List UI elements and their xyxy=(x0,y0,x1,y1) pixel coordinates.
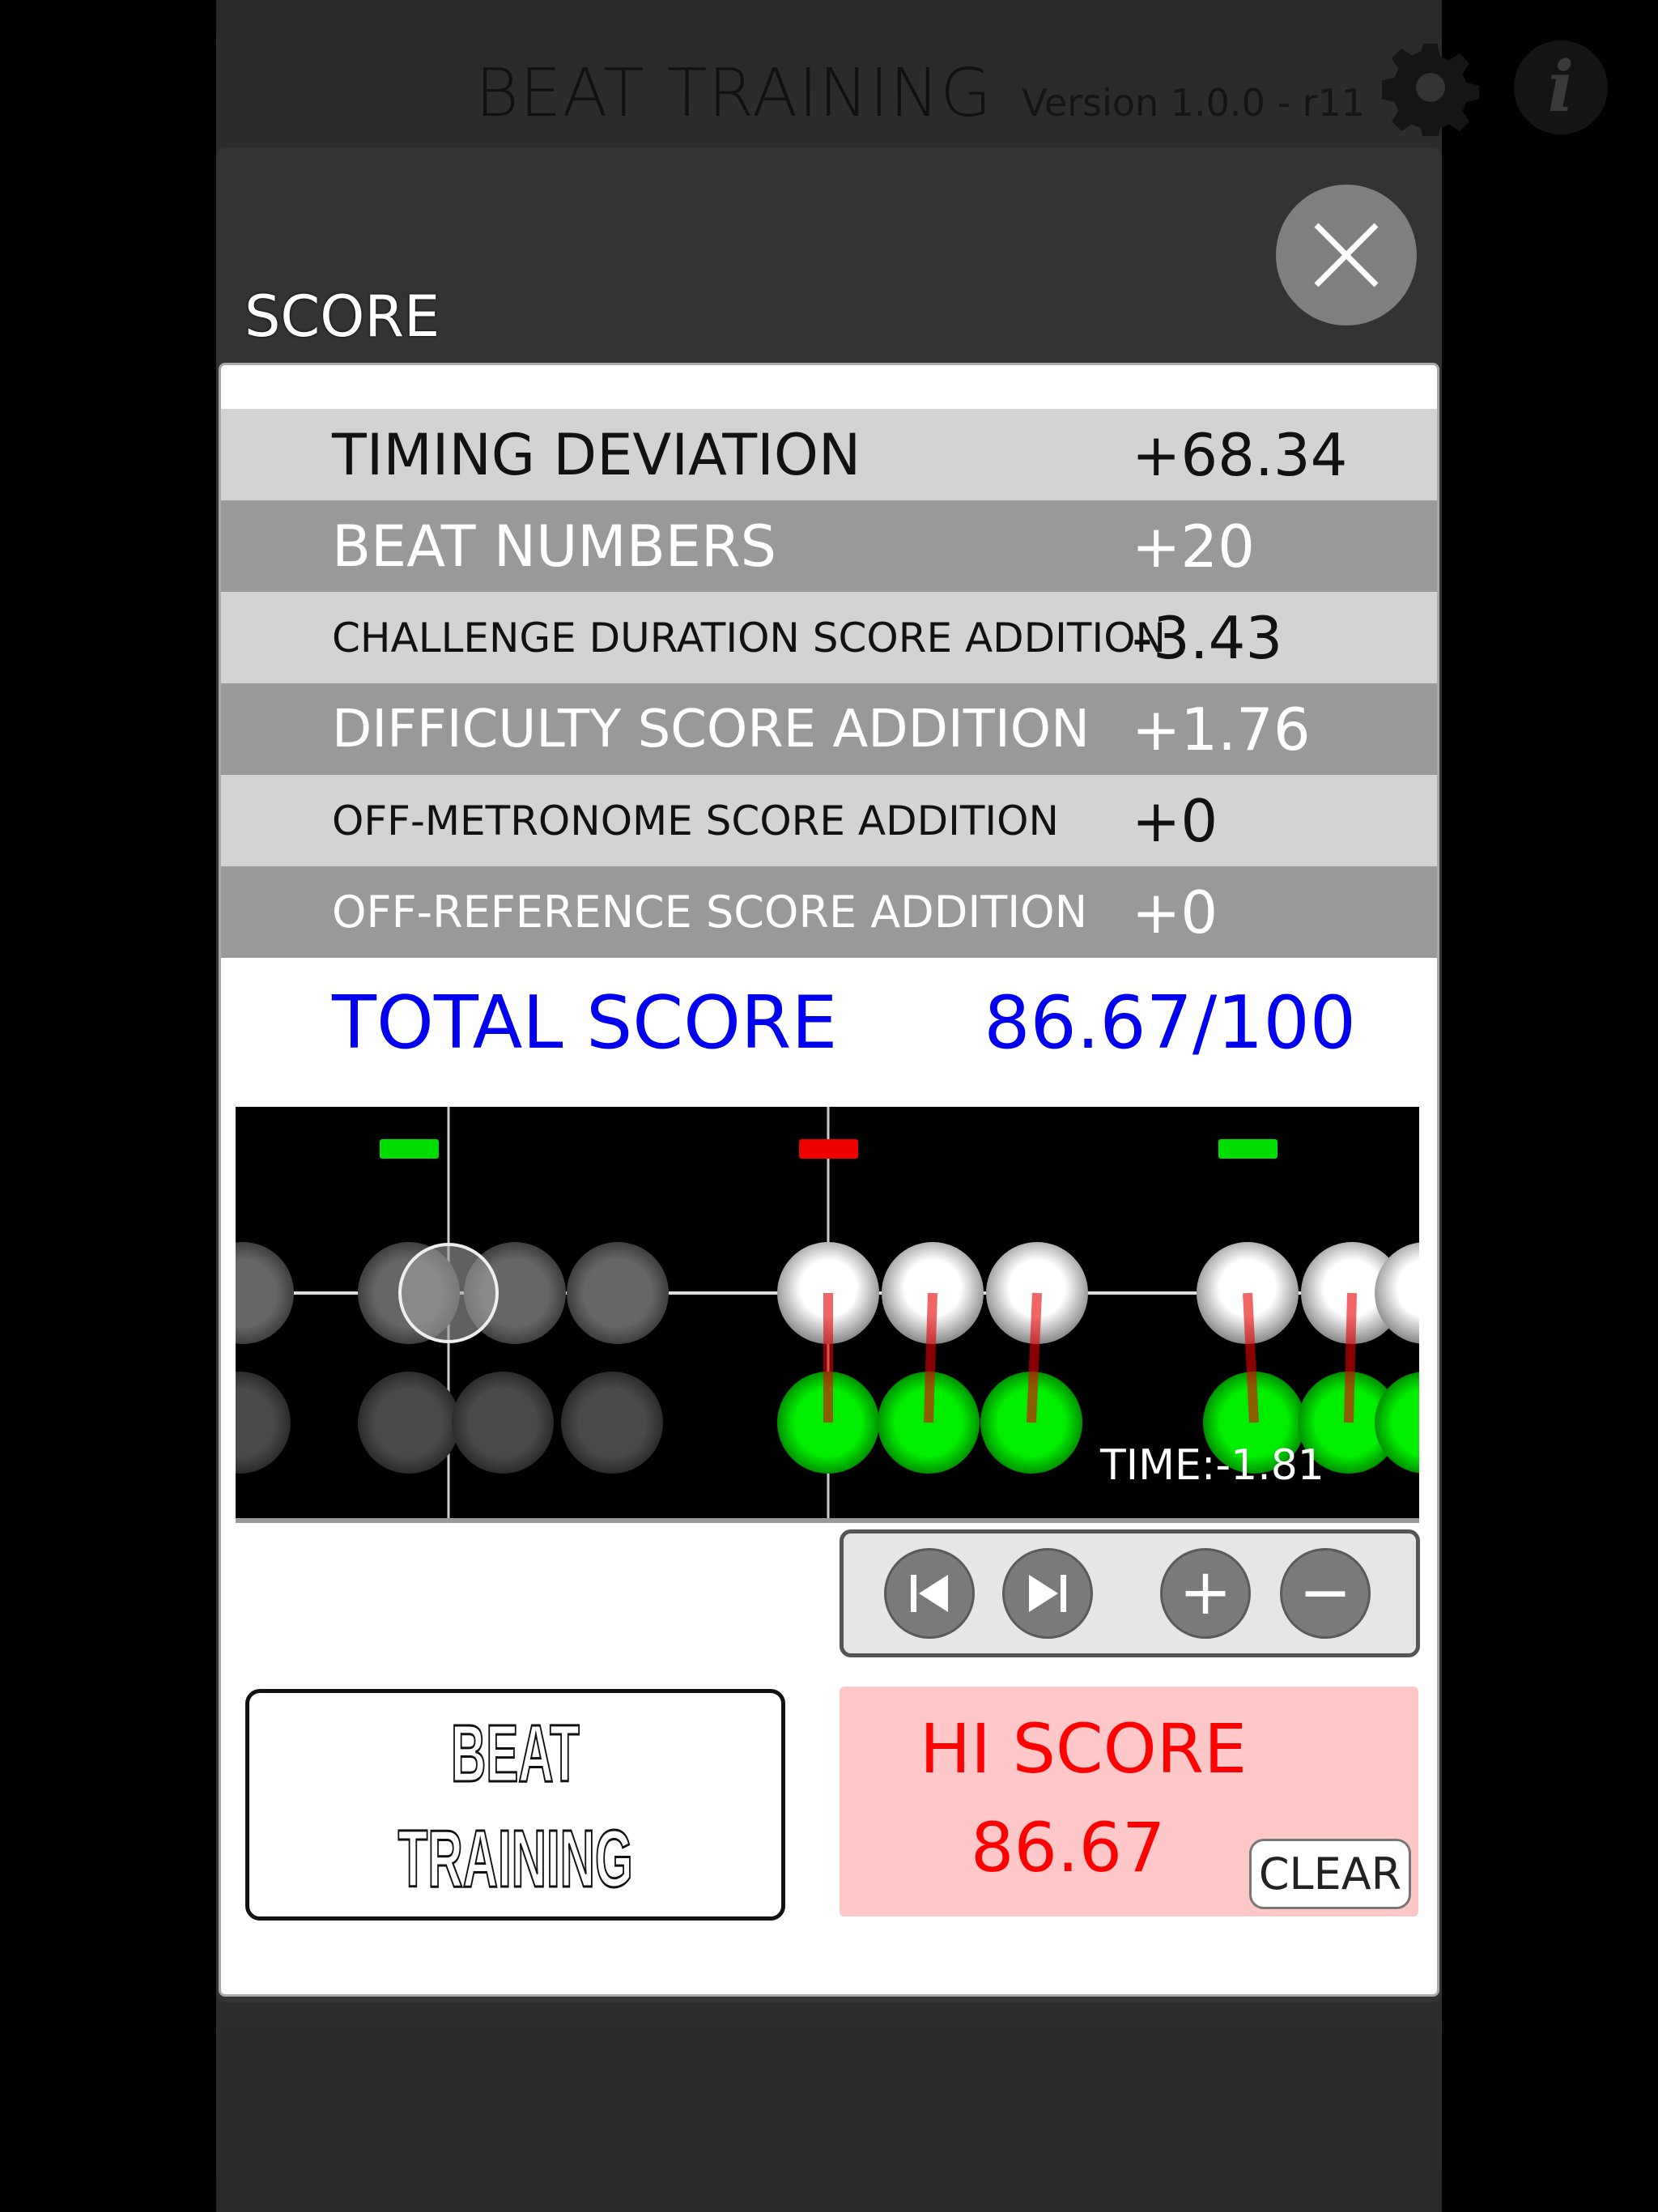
zoom-in-button[interactable]: + xyxy=(1160,1548,1251,1639)
deviation-line xyxy=(1027,1292,1042,1423)
row-label: OFF-METRONOME SCORE ADDITION xyxy=(332,797,1059,844)
reference-beat xyxy=(192,1242,294,1344)
row-value: +20 xyxy=(1132,512,1255,581)
beat-visualization: TIME:-1.81 xyxy=(189,1107,1477,1518)
playback-time: TIME:-1.81 xyxy=(1099,1441,1324,1490)
beat-marker xyxy=(380,1139,439,1159)
skip-back-button[interactable] xyxy=(884,1548,975,1639)
gear-icon[interactable] xyxy=(1382,39,1479,136)
beat-playback-canvas[interactable]: TIME:-1.81 xyxy=(189,1107,1477,1523)
close-button[interactable] xyxy=(1276,185,1417,325)
reference-beat xyxy=(567,1242,669,1344)
score-card: TIMING DEVIATION +68.34 BEAT NUMBERS +20 C… xyxy=(189,363,1477,1997)
deviation-line xyxy=(924,1292,937,1423)
score-row: TIMING DEVIATION +68.34 xyxy=(221,409,1437,500)
playback-controls: + − xyxy=(840,1529,1420,1657)
info-icon[interactable]: i xyxy=(1514,40,1608,134)
zoom-out-button[interactable]: − xyxy=(1280,1548,1371,1639)
row-label: TIMING DEVIATION xyxy=(332,421,861,488)
row-value: +0 xyxy=(1132,786,1218,855)
row-value: +0 xyxy=(1132,878,1218,946)
version-label: Version 1.0.0 - r11 xyxy=(1022,81,1366,125)
beat-marker xyxy=(1218,1139,1278,1159)
close-icon xyxy=(1314,223,1379,287)
deviation-line xyxy=(1243,1292,1259,1423)
current-position-beat xyxy=(398,1243,499,1343)
tap-beat xyxy=(189,1372,291,1474)
skip-back-icon xyxy=(911,1575,948,1612)
row-value: +68.34 xyxy=(1132,420,1348,489)
row-value: -3.43 xyxy=(1132,603,1283,672)
beat-training-line2: TRAINING xyxy=(397,1813,634,1906)
row-value: +1.76 xyxy=(1132,695,1311,764)
row-label: BEAT NUMBERS xyxy=(332,513,777,580)
hi-score-panel: HI SCORE 86.67 CLEAR xyxy=(840,1687,1418,1916)
score-row: OFF-REFERENCE SCORE ADDITION +0 xyxy=(221,866,1437,958)
total-score-value: 86.67/100 xyxy=(984,981,1356,1066)
tap-beat xyxy=(452,1372,554,1474)
skip-forward-icon xyxy=(1029,1575,1066,1612)
score-row: OFF-METRONOME SCORE ADDITION +0 xyxy=(221,775,1437,866)
score-row: CHALLENGE DURATION SCORE ADDITION -3.43 xyxy=(221,592,1437,683)
tap-beat xyxy=(561,1372,663,1474)
clear-button[interactable]: CLEAR xyxy=(1249,1839,1411,1909)
beat-training-line1: BEAT xyxy=(450,1708,580,1801)
hi-score-label: HI SCORE xyxy=(920,1709,1248,1789)
score-row: BEAT NUMBERS +20 xyxy=(221,500,1437,592)
hi-score-value: 86.67 xyxy=(971,1808,1166,1887)
app-title: BEAT TRAINING xyxy=(475,55,993,132)
beat-marker xyxy=(799,1139,858,1159)
deviation-line xyxy=(1344,1292,1357,1423)
row-label: OFF-REFERENCE SCORE ADDITION xyxy=(332,887,1088,938)
beat-training-button[interactable]: BEAT TRAINING xyxy=(245,1689,785,1921)
total-score-label: TOTAL SCORE xyxy=(332,981,838,1066)
score-row: DIFFICULTY SCORE ADDITION +1.76 xyxy=(221,683,1437,775)
row-label: CHALLENGE DURATION SCORE ADDITION xyxy=(332,614,1166,661)
skip-forward-button[interactable] xyxy=(1002,1548,1093,1639)
tap-beat xyxy=(358,1372,460,1474)
row-label: DIFFICULTY SCORE ADDITION xyxy=(332,699,1090,759)
dialog-title: SCORE xyxy=(244,283,440,350)
